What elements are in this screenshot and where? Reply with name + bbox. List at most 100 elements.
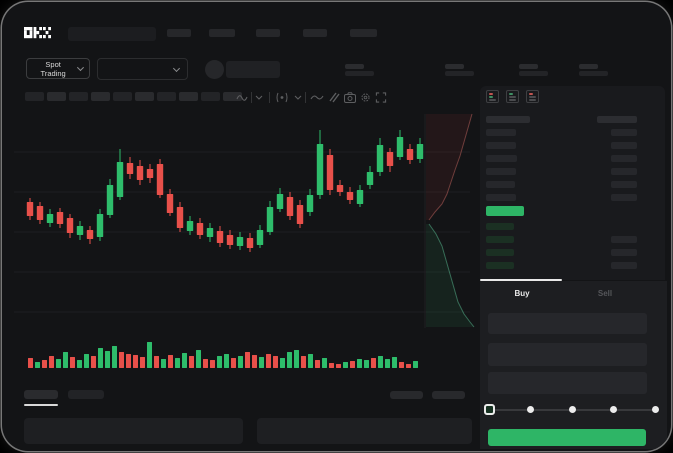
stat-label-skeleton [345,64,364,69]
indicator-fx-icon[interactable] [275,92,289,103]
ob-ask-size-skeleton [611,129,637,136]
bottom-tab-1[interactable] [24,390,58,399]
slider-stop-dot[interactable] [568,406,576,413]
bottom-panel-skeleton [24,418,243,444]
okx-logo-icon [24,27,51,39]
timeframe-skeleton[interactable] [135,92,154,101]
volume-bar [63,352,68,368]
timeframe-skeleton[interactable] [69,92,88,101]
trendline-icon[interactable] [310,92,324,103]
stat-value-skeleton [519,71,548,76]
ob-ask-price-skeleton[interactable] [486,155,517,162]
candle-body [306,195,314,212]
bottom-action-skeleton-2 [432,391,465,399]
timeframe-skeleton[interactable] [179,92,198,101]
timeframe-skeleton[interactable] [25,92,44,101]
ob-ask-size-skeleton [611,142,637,149]
depth-asks-area [426,114,472,220]
chevron-down-icon [77,64,85,71]
tab-sell[interactable]: Sell [597,289,613,298]
candle-body [106,185,114,215]
volume-bar [287,352,292,368]
volume-bar [189,356,194,368]
ob-ask-price-skeleton[interactable] [486,181,515,188]
candle-body [286,197,294,216]
book-sell-only-icon[interactable] [526,90,539,103]
timeframe-skeleton[interactable] [223,92,242,101]
chevron-down-icon[interactable] [254,92,268,103]
settings-gear-icon[interactable] [359,92,373,103]
ob-bid-size-skeleton [611,262,637,269]
candlestick-chart[interactable] [12,110,480,374]
ob-ask-price-skeleton[interactable] [486,129,516,136]
candle-body [256,230,264,245]
ob-bid-price-skeleton[interactable] [486,223,514,230]
toolbar-divider [251,92,252,103]
market-type-selector[interactable]: Spot Trading [26,58,90,79]
tab-buy[interactable]: Buy [514,289,530,298]
fullscreen-icon[interactable] [375,92,389,103]
candle-body [36,206,44,220]
slider-stop-dot[interactable] [610,406,617,413]
candle-body [206,228,214,237]
volume-bar [413,361,418,368]
chevron-down-icon[interactable] [293,92,307,103]
book-both-sides-icon[interactable] [486,90,499,103]
pair-dropdown[interactable] [97,58,188,80]
nav-skeleton-item[interactable] [350,29,377,37]
slider-handle[interactable] [484,404,495,415]
volume-bar [343,362,348,368]
timeframe-skeleton[interactable] [47,92,66,101]
slider-stop-dot[interactable] [651,406,659,413]
nav-skeleton-item[interactable] [167,29,191,37]
order-input-skeleton[interactable] [488,372,647,394]
volume-bar [245,352,250,368]
order-input-skeleton[interactable] [488,313,647,334]
volume-bar [28,358,33,368]
camera-icon[interactable] [343,92,357,103]
candle-style-icon[interactable] [236,92,250,103]
volume-bar [406,364,411,368]
compare-icon[interactable] [327,92,341,103]
volume-bar [392,357,397,368]
ob-bid-price-skeleton[interactable] [486,262,514,269]
slider-stop-dot[interactable] [527,406,534,413]
active-tab-indicator [480,279,562,281]
order-input-skeleton[interactable] [488,343,647,366]
candle-body [196,223,204,235]
nav-skeleton-item[interactable] [256,29,280,37]
okx-logo[interactable] [24,27,51,39]
timeframe-skeleton[interactable] [113,92,132,101]
candle-body [326,155,334,190]
ob-ask-price-skeleton[interactable] [486,168,516,175]
nav-skeleton-item[interactable] [303,29,327,37]
buy-submit-button[interactable] [488,429,646,446]
candle-body [66,218,74,233]
timeframe-skeleton[interactable] [157,92,176,101]
ob-bid-price-skeleton[interactable] [486,249,514,256]
candle-body [26,202,34,216]
stat-label-skeleton [579,64,598,69]
volume-bar [154,356,159,368]
bottom-tab-2[interactable] [68,390,104,399]
candle-body [236,237,244,246]
ob-header-skeleton [597,116,637,123]
nav-skeleton-item[interactable] [209,29,235,37]
volume-bar [350,361,355,368]
volume-bar [56,359,61,368]
candle-body [146,169,154,178]
volume-bar [168,355,173,368]
timeframe-skeleton[interactable] [201,92,220,101]
book-buy-only-icon[interactable] [506,90,519,103]
ob-mid-price-bar[interactable] [486,206,524,216]
ob-bid-price-skeleton[interactable] [486,236,514,243]
ob-ask-price-skeleton[interactable] [486,194,516,201]
stat-value-skeleton [579,71,608,76]
volume-bar [378,356,383,368]
candle-body [156,164,164,195]
timeframe-skeleton[interactable] [91,92,110,101]
volume-bar [175,358,180,368]
candle-body [376,145,384,172]
ob-ask-price-skeleton[interactable] [486,142,516,149]
volume-bar [399,362,404,368]
